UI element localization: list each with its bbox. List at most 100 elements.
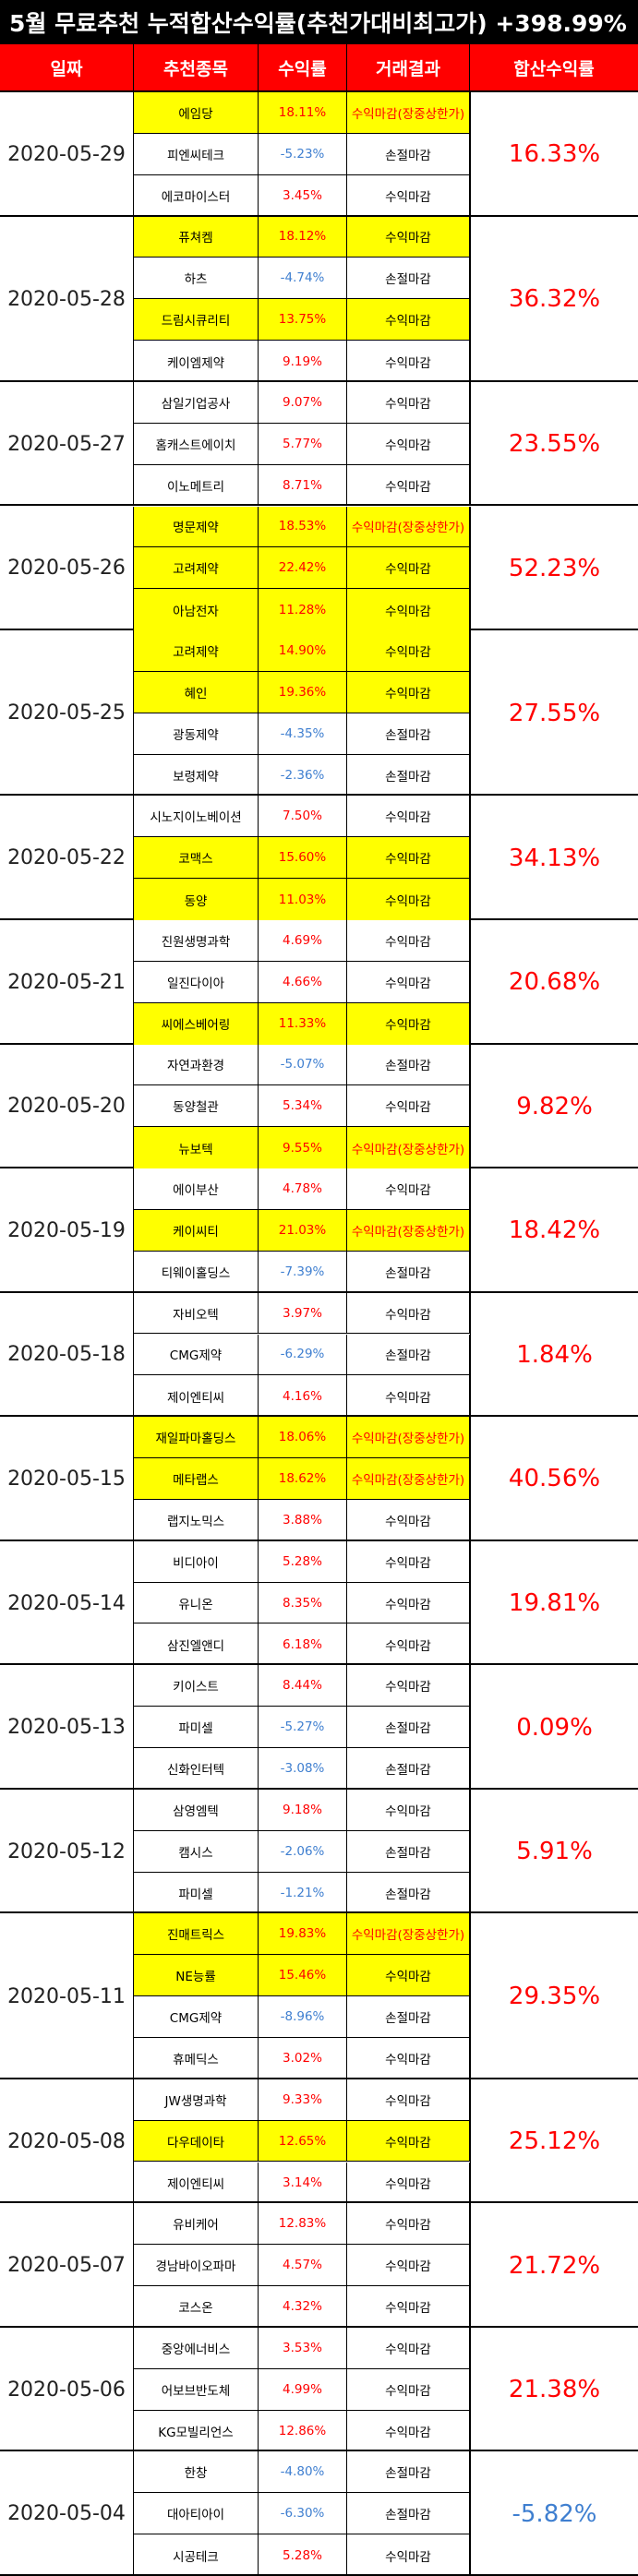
stock-name: CMG제약 — [134, 1996, 259, 2038]
group-date: 2020-05-25 — [0, 630, 134, 797]
stock-name: 아남전자 — [134, 589, 259, 631]
stock-name: 시노지이노베이션 — [134, 796, 259, 838]
group-date: 2020-05-29 — [0, 92, 134, 217]
return-value: -6.30% — [259, 2493, 347, 2535]
return-value: -8.96% — [259, 1996, 347, 2038]
group-date: 2020-05-27 — [0, 381, 134, 507]
stock-name: 시공테크 — [134, 2534, 259, 2576]
stock-name: 메타랩스 — [134, 1458, 259, 1500]
date-group — [0, 630, 638, 797]
return-value: 9.33% — [259, 2079, 347, 2121]
trade-result: 수익마감 — [347, 1582, 470, 1624]
stock-name: 파미셀 — [134, 1872, 259, 1914]
group-total-return: -5.82% — [470, 2451, 638, 2576]
stock-name: 광동제약 — [134, 713, 259, 755]
return-value: -2.06% — [259, 1830, 347, 1873]
stock-name: 제이엔티씨 — [134, 2162, 259, 2204]
trade-result: 수익마감 — [347, 589, 470, 631]
group-date: 2020-05-21 — [0, 920, 134, 1045]
stock-name: 혜인 — [134, 671, 259, 713]
date-group — [0, 2328, 638, 2452]
return-value: 6.18% — [259, 1623, 347, 1666]
stock-name: 고려제약 — [134, 630, 259, 672]
return-value: 3.14% — [259, 2162, 347, 2204]
return-value: 19.83% — [259, 1913, 347, 1956]
stock-name: 일진다이아 — [134, 961, 259, 1003]
trade-result: 손절마감 — [347, 133, 470, 175]
group-date: 2020-05-20 — [0, 1044, 134, 1169]
trade-result: 수익마감 — [347, 671, 470, 713]
stock-name: 코스온 — [134, 2286, 259, 2328]
return-value: 18.53% — [259, 506, 347, 548]
group-total-return: 36.32% — [470, 216, 638, 382]
header-return: 수익률 — [259, 44, 347, 92]
trade-result: 수익마감 — [347, 1789, 470, 1831]
trade-result: 손절마감 — [347, 1872, 470, 1914]
date-group — [0, 1417, 638, 1541]
group-total-return: 34.13% — [470, 796, 638, 920]
return-value: 4.66% — [259, 961, 347, 1003]
date-group — [0, 2203, 638, 2328]
trade-result: 손절마감 — [347, 1830, 470, 1873]
return-value: 4.99% — [259, 2368, 347, 2411]
stock-name: NE능률 — [134, 1955, 259, 1997]
trade-result: 수익마감 — [347, 1002, 470, 1045]
trade-result: 수익마감 — [347, 2245, 470, 2287]
stock-name: 신화인터텍 — [134, 1748, 259, 1790]
stock-name: JW생명과학 — [134, 2079, 259, 2121]
group-date: 2020-05-18 — [0, 1292, 134, 1418]
stock-name: 유니온 — [134, 1582, 259, 1624]
return-value: 4.32% — [259, 2286, 347, 2328]
trade-result: 수익마감 — [347, 1623, 470, 1666]
group-date: 2020-05-12 — [0, 1789, 134, 1914]
return-value: 9.07% — [259, 381, 347, 424]
stock-name: 씨에스베어링 — [134, 1002, 259, 1045]
return-value: 11.33% — [259, 1002, 347, 1045]
return-value: 5.77% — [259, 423, 347, 465]
return-value: 9.18% — [259, 1789, 347, 1831]
return-value: -1.21% — [259, 1872, 347, 1914]
trade-result: 손절마감 — [347, 258, 470, 300]
trade-result: 손절마감 — [347, 754, 470, 797]
header-total: 합산수익률 — [470, 44, 638, 92]
trade-result: 수익마감 — [347, 423, 470, 465]
stock-name: 캠시스 — [134, 1830, 259, 1873]
return-value: 14.90% — [259, 630, 347, 672]
stock-name: 진원생명과학 — [134, 920, 259, 962]
date-group — [0, 1168, 638, 1293]
return-value: 3.97% — [259, 1292, 347, 1335]
stock-name: 키이스트 — [134, 1665, 259, 1707]
stock-name: 동양철관 — [134, 1085, 259, 1128]
date-group — [0, 382, 638, 507]
date-group — [0, 2079, 638, 2204]
return-value: 8.71% — [259, 464, 347, 507]
return-value: 15.46% — [259, 1955, 347, 1997]
trade-result: 손절마감 — [347, 1334, 470, 1376]
return-value: 18.11% — [259, 92, 347, 134]
trade-result: 손절마감 — [347, 1748, 470, 1790]
return-value: 12.65% — [259, 2120, 347, 2163]
stock-name: 명문제약 — [134, 506, 259, 548]
return-value: 3.53% — [259, 2327, 347, 2369]
group-date: 2020-05-15 — [0, 1417, 134, 1541]
trade-result: 수익마감 — [347, 1955, 470, 1997]
date-group — [0, 1293, 638, 1418]
page-title: 5월 무료추천 누적합산수익률(추천가대비최고가) +398.99% — [0, 0, 638, 44]
trade-result: 수익마감 — [347, 920, 470, 962]
trade-result: 수익마감 — [347, 837, 470, 880]
stock-name: 자연과환경 — [134, 1044, 259, 1086]
stock-name: 다우데이타 — [134, 2120, 259, 2163]
stock-name: 대아티아이 — [134, 2493, 259, 2535]
group-date: 2020-05-14 — [0, 1540, 134, 1666]
stock-name: 경남바이오파마 — [134, 2245, 259, 2287]
header-stock: 추천종목 — [134, 44, 259, 92]
stock-name: 케이씨티 — [134, 1209, 259, 1252]
return-value: 9.55% — [259, 1127, 347, 1169]
trade-result: 수익마감 — [347, 796, 470, 838]
trade-result: 수익마감 — [347, 1375, 470, 1418]
trade-result: 수익마감 — [347, 2079, 470, 2121]
stock-name: 보령제약 — [134, 754, 259, 797]
group-total-return: 27.55% — [470, 630, 638, 797]
date-group — [0, 2451, 638, 2576]
